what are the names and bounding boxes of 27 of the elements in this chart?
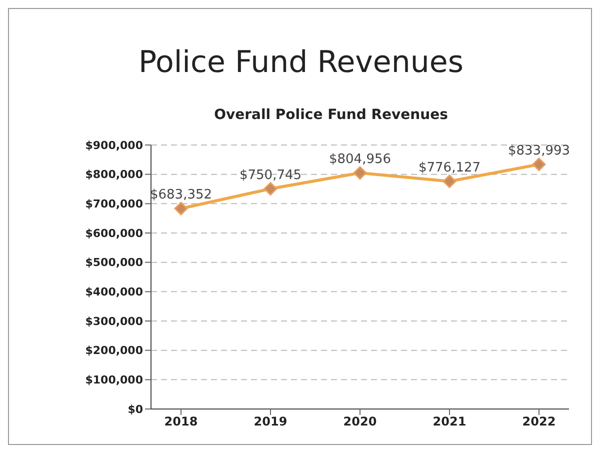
y-tick-label: $500,000 <box>85 256 144 270</box>
y-tick-label: $600,000 <box>85 226 144 240</box>
y-tick-label: $800,000 <box>85 168 144 182</box>
y-tick-label: $700,000 <box>85 198 144 211</box>
y-tick-label: $400,000 <box>85 286 144 299</box>
y-tick-label: $200,000 <box>85 344 144 358</box>
data-label: $804,956 <box>328 152 392 167</box>
data-label: $750,745 <box>239 168 302 183</box>
x-tick-label: 2022 <box>522 414 556 429</box>
data-label: $683,352 <box>150 188 212 203</box>
y-tick-label: $900,000 <box>85 138 144 152</box>
data-label: $776,127 <box>418 160 481 176</box>
point <box>442 174 456 188</box>
y-tick-label: $100,000 <box>85 374 144 387</box>
point <box>353 166 367 180</box>
y-tick-label: $300,000 <box>85 314 144 328</box>
x-tick-label: 2021 <box>432 414 466 429</box>
data-label: $833,993 <box>508 143 570 158</box>
point <box>264 182 278 196</box>
x-tick-label: 2020 <box>343 414 377 429</box>
chart-title: Police Fund Revenues <box>137 45 465 80</box>
x-tick-label: 2018 <box>164 414 198 429</box>
point <box>174 202 188 216</box>
chart-subtitle: Overall Police Fund Revenues <box>213 107 449 123</box>
y-tick-label: $0 <box>128 402 144 416</box>
x-tick-label: 2019 <box>254 414 288 429</box>
point <box>532 158 546 172</box>
